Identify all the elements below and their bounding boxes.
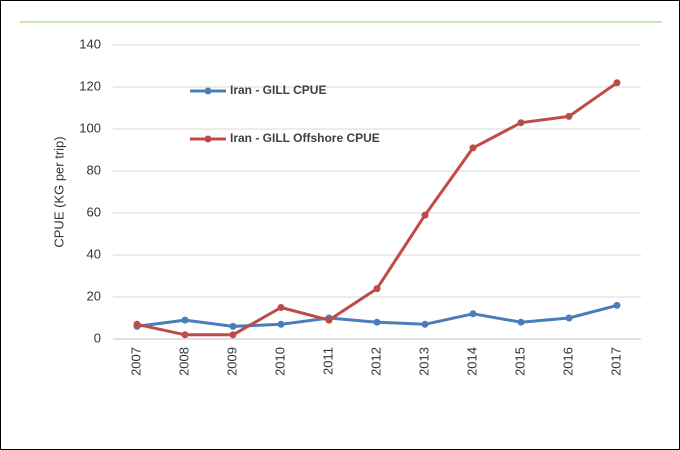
y-tick-label: 0	[94, 330, 101, 345]
point	[517, 119, 525, 127]
y-axis-label: CPUE (KG per trip)	[51, 136, 66, 247]
x-tick-label: 2007	[128, 347, 143, 376]
x-tick-label: 2012	[368, 347, 383, 376]
point	[469, 144, 477, 152]
point	[181, 331, 189, 339]
point	[133, 320, 141, 328]
legend-marker	[204, 87, 212, 95]
point	[469, 310, 477, 318]
point	[373, 285, 381, 293]
point	[517, 318, 525, 326]
legend-marker	[204, 135, 212, 143]
legend-label: Iran - GILL CPUE	[230, 83, 326, 97]
point	[229, 322, 237, 330]
x-tick-label: 2016	[560, 347, 575, 376]
x-tick-label: 2013	[416, 347, 431, 376]
point	[181, 316, 189, 324]
x-tick-label: 2017	[608, 347, 623, 376]
point	[373, 318, 381, 326]
point	[565, 112, 573, 120]
x-tick-label: 2015	[512, 347, 527, 376]
point	[325, 316, 333, 324]
point	[421, 320, 429, 328]
x-tick-label: 2008	[176, 347, 191, 376]
point	[277, 304, 285, 311]
y-tick-label: 20	[87, 288, 101, 303]
y-tick-label: 100	[79, 120, 101, 135]
y-tick-label: 120	[79, 78, 101, 93]
x-tick-label: 2011	[320, 347, 335, 375]
y-tick-label: 140	[79, 36, 101, 51]
x-tick-label: 2014	[464, 347, 479, 376]
point	[277, 320, 285, 328]
y-tick-label: 40	[87, 246, 101, 261]
y-tick-label: 80	[87, 162, 101, 177]
point	[613, 79, 621, 87]
point	[229, 331, 237, 339]
x-tick-label: 2010	[272, 347, 287, 376]
point	[613, 301, 621, 309]
legend-label: Iran - GILL Offshore CPUE	[230, 131, 380, 145]
y-tick-label: 60	[87, 204, 101, 219]
x-tick-label: 2009	[224, 347, 239, 376]
point	[565, 314, 573, 322]
point	[421, 211, 429, 219]
